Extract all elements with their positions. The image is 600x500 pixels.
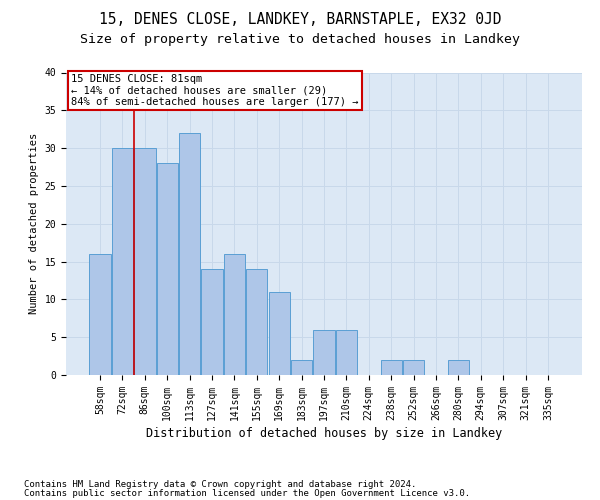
Bar — [291, 360, 312, 375]
Text: 15, DENES CLOSE, LANDKEY, BARNSTAPLE, EX32 0JD: 15, DENES CLOSE, LANDKEY, BARNSTAPLE, EX… — [99, 12, 501, 28]
Bar — [246, 269, 268, 375]
Bar — [224, 254, 245, 375]
Text: Size of property relative to detached houses in Landkey: Size of property relative to detached ho… — [80, 32, 520, 46]
Bar — [179, 133, 200, 375]
Text: 15 DENES CLOSE: 81sqm
← 14% of detached houses are smaller (29)
84% of semi-deta: 15 DENES CLOSE: 81sqm ← 14% of detached … — [71, 74, 359, 107]
Bar — [134, 148, 155, 375]
Bar — [448, 360, 469, 375]
Bar — [202, 269, 223, 375]
Bar — [157, 163, 178, 375]
Bar — [380, 360, 402, 375]
Bar — [89, 254, 111, 375]
Text: Contains public sector information licensed under the Open Government Licence v3: Contains public sector information licen… — [24, 489, 470, 498]
Bar — [403, 360, 424, 375]
X-axis label: Distribution of detached houses by size in Landkey: Distribution of detached houses by size … — [146, 427, 502, 440]
Bar — [269, 292, 290, 375]
Text: Contains HM Land Registry data © Crown copyright and database right 2024.: Contains HM Land Registry data © Crown c… — [24, 480, 416, 489]
Bar — [313, 330, 335, 375]
Y-axis label: Number of detached properties: Number of detached properties — [29, 133, 39, 314]
Bar — [336, 330, 357, 375]
Bar — [112, 148, 133, 375]
